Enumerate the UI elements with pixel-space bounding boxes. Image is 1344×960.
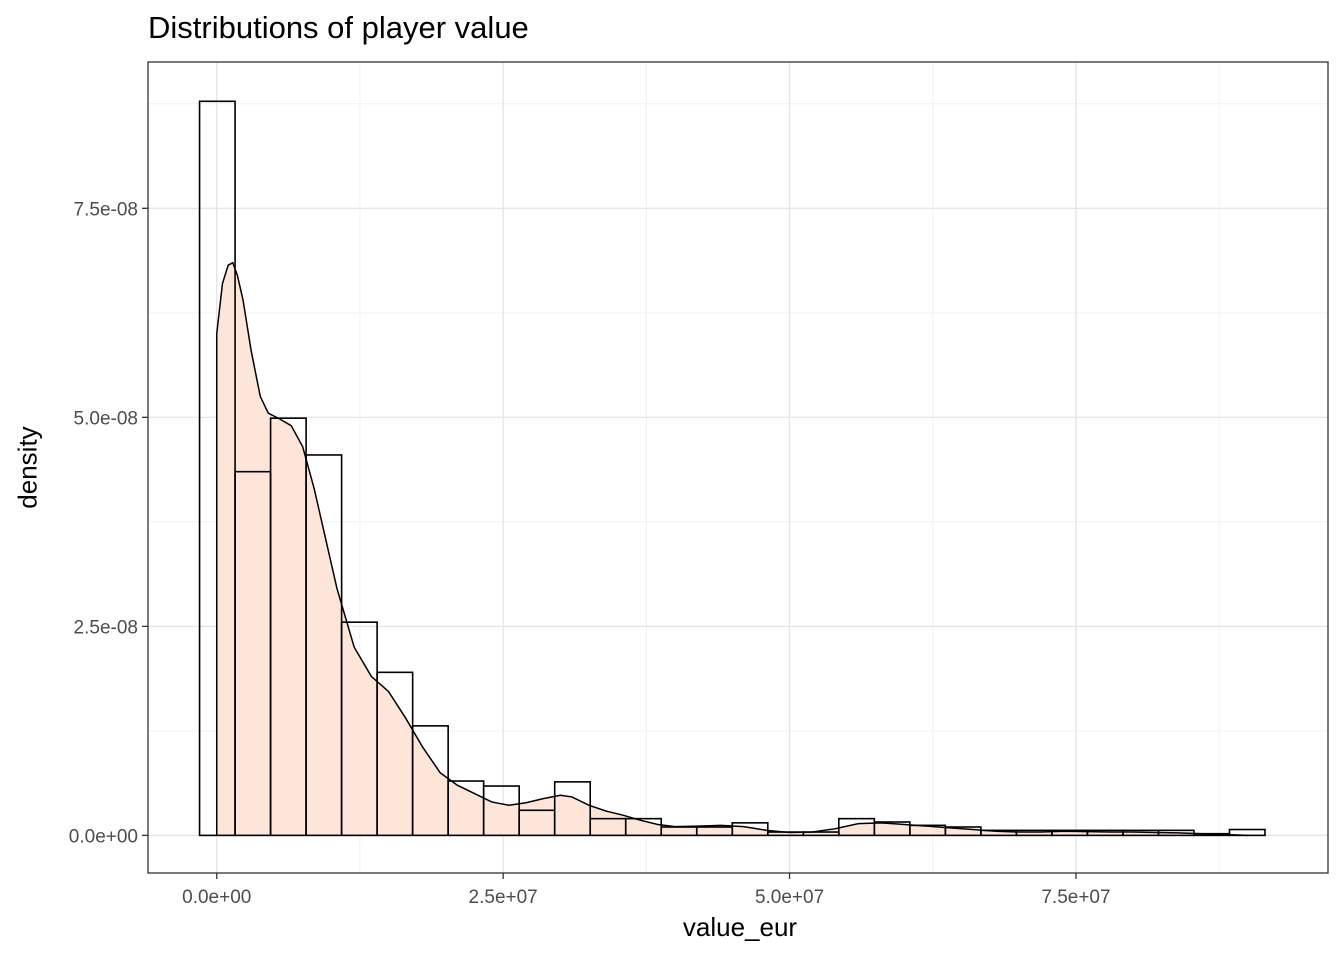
x-axis-label: value_eur <box>682 912 798 942</box>
x-tick-label: 5.0e+07 <box>755 887 824 908</box>
x-tick-label: 2.5e+07 <box>469 887 538 908</box>
density-line-layer <box>215 261 1248 837</box>
y-tick-label: 7.5e-08 <box>74 199 138 220</box>
x-axis: 0.0e+00 2.5e+07 5.0e+07 7.5e+07 <box>182 873 1111 908</box>
y-tick-label: 0.0e+00 <box>69 826 138 847</box>
plot-border <box>147 61 1329 874</box>
density-area-layer <box>216 262 1248 836</box>
density-area <box>216 262 1248 836</box>
histogram-bar <box>731 822 769 837</box>
y-axis-label: density <box>12 426 43 509</box>
chart-title: Distributions of player value <box>148 10 529 45</box>
y-axis: 0.0e+00 2.5e-08 5.0e-08 7.5e-08 <box>69 199 148 847</box>
y-tick-label: 2.5e-08 <box>74 617 138 638</box>
y-tick-label: 5.0e-08 <box>74 408 138 429</box>
density-curve <box>215 261 1248 837</box>
x-tick-label: 0.0e+00 <box>182 887 251 908</box>
histogram-bar <box>553 781 592 837</box>
x-tick-label: 7.5e+07 <box>1041 887 1110 908</box>
